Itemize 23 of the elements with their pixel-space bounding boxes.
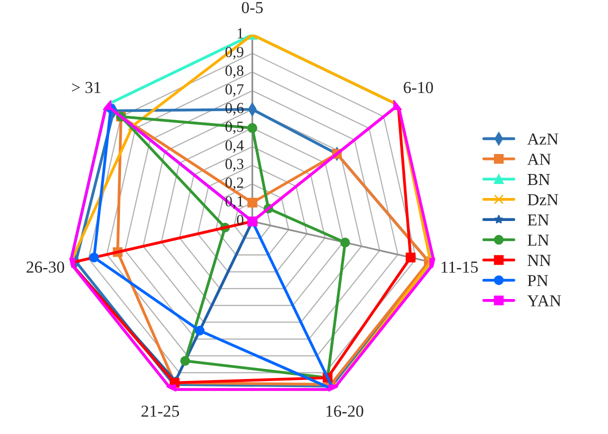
y-tick-label: 0,3 (225, 158, 244, 172)
legend-label: NN (528, 254, 551, 266)
legend-label: DzN (528, 194, 558, 206)
y-tick-label: 0,4 (225, 140, 244, 153)
spoke-label: 16-20 (326, 406, 364, 417)
spoke-label: 21-25 (141, 406, 179, 417)
legend-label: LN (528, 234, 549, 246)
legend-label: PN (528, 275, 548, 286)
legend-label: YAN (527, 295, 562, 306)
y-tick-label: 0,7 (225, 84, 244, 97)
legend-label: EN (528, 214, 549, 226)
spoke-label: 6-10 (404, 82, 433, 94)
y-tick-label: 0,8 (225, 66, 244, 78)
y-tick-label: 0,2 (225, 178, 244, 190)
spoke-label: 11-15 (442, 262, 478, 273)
spoke-label: 26-30 (26, 262, 64, 273)
spoke-label: 0-5 (242, 2, 263, 14)
y-tick-label: 0 (236, 214, 244, 226)
spoke-label: > 31 (72, 82, 100, 94)
y-tick-label: 1 (238, 28, 244, 38)
legend-label: AzN (527, 134, 558, 145)
legend-label: AN (527, 154, 551, 165)
legend-label: BN (528, 174, 550, 186)
